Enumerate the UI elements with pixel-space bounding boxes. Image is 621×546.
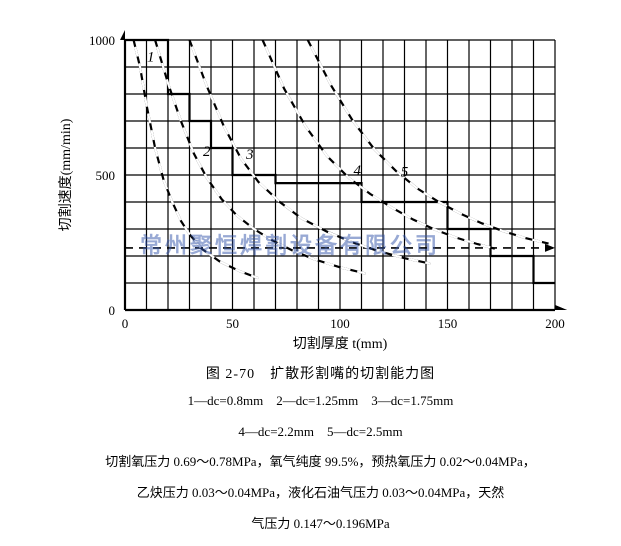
- svg-text:切割速度(mm/min): 切割速度(mm/min): [57, 118, 74, 231]
- svg-text:150: 150: [438, 316, 458, 331]
- svg-text:1: 1: [147, 50, 155, 66]
- svg-text:4: 4: [353, 163, 361, 179]
- svg-text:0: 0: [109, 303, 116, 318]
- conditions-line-2: 乙炔压力 0.03～0.04MPa，液化石油气压力 0.03～0.04MPa，天…: [10, 481, 621, 506]
- svg-text:0: 0: [122, 316, 129, 331]
- svg-text:500: 500: [96, 168, 116, 183]
- conditions-line-3: 气压力 0.147～0.196MPa: [10, 512, 621, 537]
- svg-text:200: 200: [545, 316, 565, 331]
- svg-text:100: 100: [330, 316, 350, 331]
- svg-text:5: 5: [401, 164, 409, 180]
- legend-line-1: 1—dc=0.8mm 2—dc=1.25mm 3—dc=1.75mm: [10, 389, 621, 414]
- svg-text:3: 3: [245, 147, 254, 163]
- legend-line-2: 4—dc=2.2mm 5—dc=2.5mm: [10, 420, 621, 445]
- figure-caption: 图 2-70 扩散形割嘴的切割能力图: [10, 363, 621, 383]
- svg-text:2: 2: [203, 144, 211, 160]
- cutting-capacity-chart: 0 50 100 150 200 0 500 1000 切割厚度 t(mm) 切割速度(mm/mi…: [10, 10, 600, 355]
- svg-text:1000: 1000: [89, 33, 115, 48]
- svg-text:50: 50: [226, 316, 239, 331]
- conditions-line-1: 切割氧压力 0.69～0.78MPa，氧气纯度 99.5%，预热氧压力 0.02…: [10, 450, 621, 475]
- svg-text:切割厚度 t(mm): 切割厚度 t(mm): [293, 335, 388, 352]
